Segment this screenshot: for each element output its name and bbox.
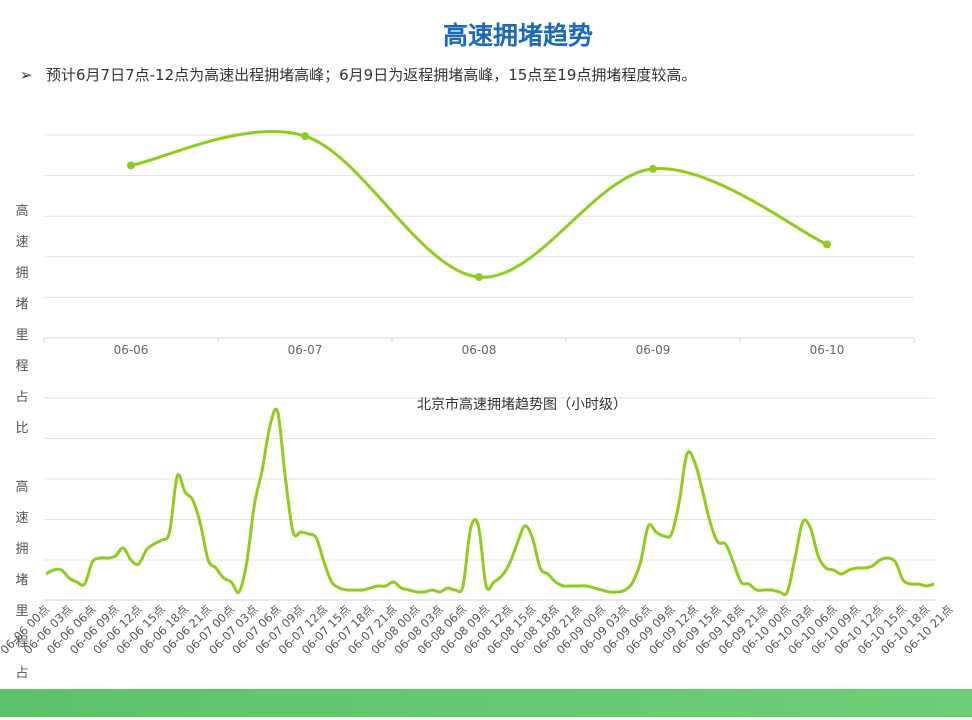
ylabel-char: 速 — [15, 235, 29, 250]
x-tick-label: 06-06 — [114, 343, 149, 357]
ylabel-char: 占 — [15, 390, 29, 405]
ylabel-char: 高 — [15, 480, 29, 495]
forecast-note: ➢ 预计6月7日7点-12点为高速出程拥堵高峰；6月9日为返程拥堵高峰，15点至1… — [20, 64, 696, 85]
x-tick-label: 06-09 — [636, 343, 671, 357]
daily-point — [823, 240, 831, 249]
ylabel-char: 里 — [15, 328, 29, 343]
forecast-note-text: 预计6月7日7点-12点为高速出程拥堵高峰；6月9日为返程拥堵高峰，15点至19… — [46, 66, 697, 84]
arrow-bullet-icon: ➢ — [20, 66, 33, 84]
ylabel-char: 拥 — [15, 266, 29, 281]
footer-bar — [0, 689, 972, 717]
x-tick-label: 06-08 — [462, 343, 497, 357]
ylabel-char: 程 — [15, 635, 29, 650]
daily-point — [649, 164, 657, 173]
ylabel-char: 堵 — [15, 573, 29, 588]
daily-series-line — [130, 130, 828, 279]
daily-point — [475, 273, 483, 282]
ylabel-char: 拥 — [15, 542, 29, 557]
ylabel-char: 速 — [15, 511, 29, 526]
ylabel-char: 比 — [15, 421, 29, 436]
ylabel-char: 堵 — [15, 297, 29, 312]
chart-title: 北京市高速拥堵趋势图（小时级） — [417, 396, 627, 413]
ylabel-char: 占 — [15, 666, 29, 681]
ylabel-char: 程 — [15, 359, 29, 374]
chart1-ylabel: 高速拥堵里程占比 — [12, 196, 32, 444]
hourly-series-line — [45, 407, 935, 597]
x-tick-label: 06-07 — [288, 343, 323, 357]
x-tick-label: 06-10 — [810, 343, 845, 357]
page-title: 高速拥堵趋势 — [442, 21, 593, 50]
ylabel-char: 里 — [15, 604, 29, 619]
daily-point — [127, 161, 135, 170]
ylabel-char: 高 — [15, 204, 29, 219]
daily-point — [301, 132, 309, 141]
daily-chart: 06-06 06-07 06-08 06-09 06-10 — [43, 130, 915, 357]
